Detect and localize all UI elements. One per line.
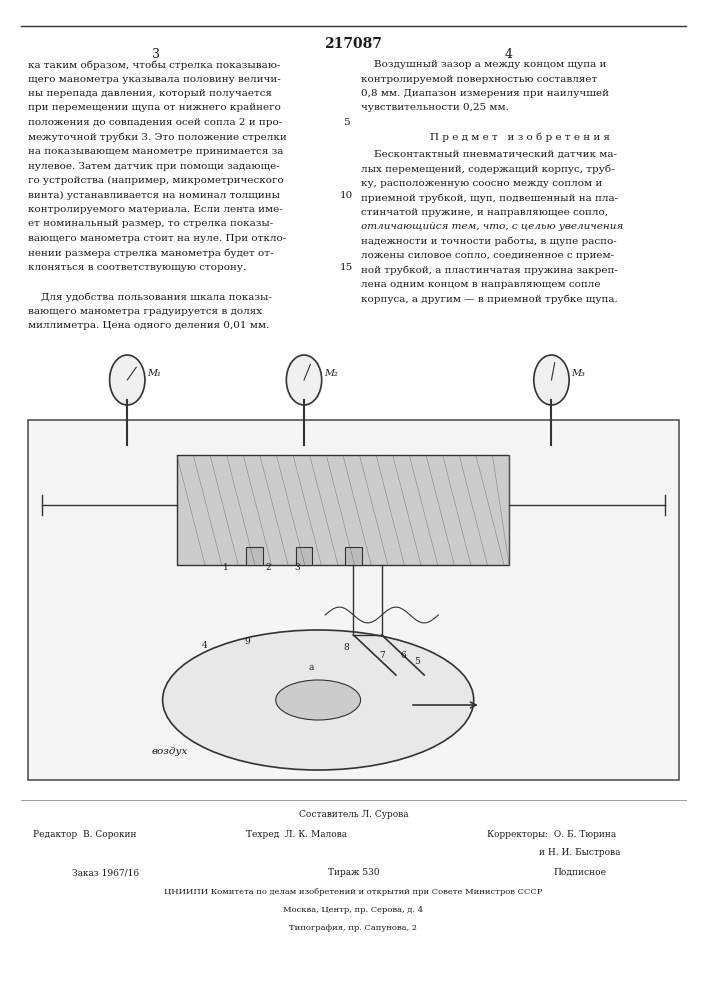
Text: ны перепада давления, который получается: ны перепада давления, который получается bbox=[28, 89, 272, 98]
Ellipse shape bbox=[163, 630, 474, 770]
Text: клоняться в соответствующую сторону.: клоняться в соответствующую сторону. bbox=[28, 263, 247, 272]
Text: 2: 2 bbox=[266, 564, 271, 572]
Ellipse shape bbox=[276, 680, 361, 720]
Bar bbox=[177, 455, 509, 565]
Text: M₂: M₂ bbox=[324, 368, 338, 377]
Text: нулевое. Затем датчик при помощи задающе-: нулевое. Затем датчик при помощи задающе… bbox=[28, 162, 280, 171]
Circle shape bbox=[534, 355, 569, 405]
Text: нении размера стрелка манометра будет от-: нении размера стрелка манометра будет от… bbox=[28, 248, 274, 258]
Text: Бесконтактный пневматический датчик ма-: Бесконтактный пневматический датчик ма- bbox=[361, 150, 617, 159]
Text: 8: 8 bbox=[344, 644, 349, 652]
Text: П р е д м е т   и з о б р е т е н и я: П р е д м е т и з о б р е т е н и я bbox=[430, 133, 609, 142]
Text: 0,8 мм. Диапазон измерения при наилучшей: 0,8 мм. Диапазон измерения при наилучшей bbox=[361, 89, 609, 98]
Text: Составитель Л. Сурова: Составитель Л. Сурова bbox=[298, 810, 409, 819]
Text: ка таким образом, чтобы стрелка показываю-: ка таким образом, чтобы стрелка показыва… bbox=[28, 60, 281, 70]
Text: Воздушный зазор a между концом щупа и: Воздушный зазор a между концом щупа и bbox=[361, 60, 606, 69]
Text: Редактор  В. Сорокин: Редактор В. Сорокин bbox=[33, 830, 136, 839]
Text: M₁: M₁ bbox=[147, 368, 161, 377]
FancyBboxPatch shape bbox=[345, 547, 362, 565]
Text: лена одним концом в направляющем сопле: лена одним концом в направляющем сопле bbox=[361, 280, 600, 289]
Text: лых перемещений, содержащий корпус, труб-: лых перемещений, содержащий корпус, труб… bbox=[361, 164, 614, 174]
Text: ной трубкой, а пластинчатая пружина закреп-: ной трубкой, а пластинчатая пружина закр… bbox=[361, 266, 617, 275]
Text: ет номинальный размер, то стрелка показы-: ет номинальный размер, то стрелка показы… bbox=[28, 220, 274, 229]
Text: стинчатой пружине, и направляющее сопло,: стинчатой пружине, и направляющее сопло, bbox=[361, 208, 607, 217]
Text: Заказ 1967/16: Заказ 1967/16 bbox=[73, 868, 139, 877]
Text: контролируемой поверхностью составляет: контролируемой поверхностью составляет bbox=[361, 75, 597, 84]
Text: a: a bbox=[308, 662, 314, 672]
Text: 4: 4 bbox=[202, 641, 208, 650]
Text: 1: 1 bbox=[223, 564, 229, 572]
Text: вающего манометра стоит на нуле. При откло-: вающего манометра стоит на нуле. При отк… bbox=[28, 234, 286, 243]
Text: 217087: 217087 bbox=[325, 37, 382, 51]
Text: вающего манометра градуируется в долях: вающего манометра градуируется в долях bbox=[28, 307, 262, 316]
Text: 3: 3 bbox=[151, 48, 160, 61]
Text: воздух: воздух bbox=[151, 747, 188, 756]
Text: Москва, Центр, пр. Серова, д. 4: Москва, Центр, пр. Серова, д. 4 bbox=[284, 906, 423, 914]
Text: и Н. И. Быстрова: и Н. И. Быстрова bbox=[539, 848, 621, 857]
Text: межуточной трубки 3. Это положение стрелки: межуточной трубки 3. Это положение стрел… bbox=[28, 133, 287, 142]
Text: на показывающем манометре принимается за: на показывающем манометре принимается за bbox=[28, 147, 284, 156]
FancyBboxPatch shape bbox=[28, 420, 679, 780]
Text: при перемещении щупа от нижнего крайнего: при перемещении щупа от нижнего крайнего bbox=[28, 104, 281, 112]
Text: корпуса, а другим — в приемной трубке щупа.: корпуса, а другим — в приемной трубке щу… bbox=[361, 295, 617, 304]
Circle shape bbox=[286, 355, 322, 405]
Text: надежности и точности работы, в щупе распо-: надежности и точности работы, в щупе рас… bbox=[361, 237, 617, 246]
Text: го устройства (например, микрометрического: го устройства (например, микрометрическо… bbox=[28, 176, 284, 185]
Text: 3: 3 bbox=[294, 564, 300, 572]
Text: 10: 10 bbox=[340, 191, 353, 200]
Text: 7: 7 bbox=[379, 650, 385, 660]
Text: 4: 4 bbox=[505, 48, 513, 61]
Text: щего манометра указывала половину величи-: щего манометра указывала половину величи… bbox=[28, 75, 281, 84]
Text: отличающийся тем, что, с целью увеличения: отличающийся тем, что, с целью увеличени… bbox=[361, 222, 623, 231]
Text: Подписное: Подписное bbox=[554, 868, 606, 877]
Text: Для удобства пользования шкала показы-: Для удобства пользования шкала показы- bbox=[28, 292, 272, 302]
Text: чувствительности 0,25 мм.: чувствительности 0,25 мм. bbox=[361, 104, 508, 112]
Text: Корректоры:  О. Б. Тюрина: Корректоры: О. Б. Тюрина bbox=[487, 830, 616, 839]
Text: приемной трубкой, щуп, подвешенный на пла-: приемной трубкой, щуп, подвешенный на пл… bbox=[361, 193, 618, 203]
Text: ложены силовое сопло, соединенное с прием-: ложены силовое сопло, соединенное с прие… bbox=[361, 251, 614, 260]
Text: контролируемого материала. Если лента име-: контролируемого материала. Если лента им… bbox=[28, 205, 283, 214]
FancyBboxPatch shape bbox=[246, 547, 263, 565]
Text: Типография, пр. Сапунова, 2: Типография, пр. Сапунова, 2 bbox=[289, 924, 418, 932]
Text: 6: 6 bbox=[400, 650, 406, 660]
Text: положения до совпадения осей сопла 2 и про-: положения до совпадения осей сопла 2 и п… bbox=[28, 118, 283, 127]
Text: Тираж 530: Тираж 530 bbox=[328, 868, 379, 877]
Text: 9: 9 bbox=[245, 638, 250, 647]
Text: ку, расположенную соосно между соплом и: ку, расположенную соосно между соплом и bbox=[361, 179, 602, 188]
Text: 5: 5 bbox=[343, 118, 350, 127]
Text: 15: 15 bbox=[340, 263, 353, 272]
Text: Техред  Л. К. Малова: Техред Л. К. Малова bbox=[246, 830, 348, 839]
Circle shape bbox=[110, 355, 145, 405]
FancyBboxPatch shape bbox=[296, 547, 312, 565]
Text: миллиметра. Цена одного деления 0,01 мм.: миллиметра. Цена одного деления 0,01 мм. bbox=[28, 321, 269, 330]
Text: 5: 5 bbox=[414, 658, 420, 666]
Text: винта) устанавливается на номинал толщины: винта) устанавливается на номинал толщин… bbox=[28, 191, 280, 200]
Text: ЦНИИПИ Комитета по делам изобретений и открытий при Совете Министров СССР: ЦНИИПИ Комитета по делам изобретений и о… bbox=[164, 888, 543, 896]
Text: M₃: M₃ bbox=[571, 368, 585, 377]
